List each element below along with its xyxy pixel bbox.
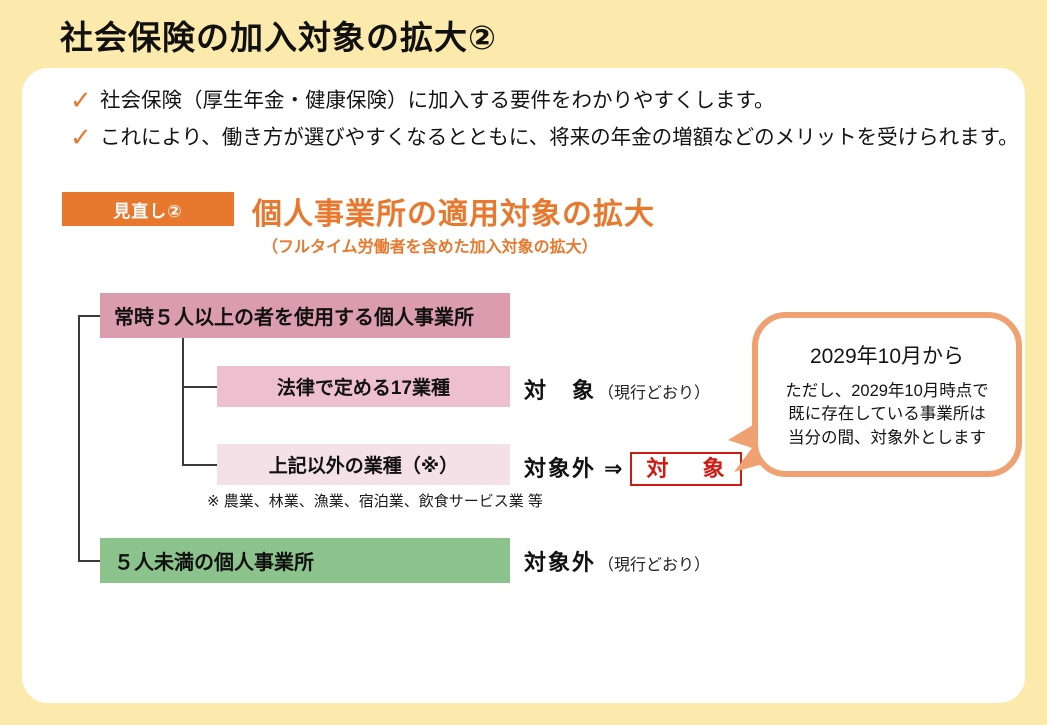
section-title: 個人事業所の適用対象の拡大 (252, 198, 655, 231)
status-badge: 見直し② (62, 192, 234, 226)
diagram-box-label: 上記以外の業種（※） (268, 456, 459, 477)
diagram-box-other-industries: 上記以外の業種（※） (217, 444, 510, 485)
result-fewer-than-five: 対象外 （現行どおり） (524, 545, 710, 577)
result-highlight: 対 象 (630, 452, 743, 487)
result-strong: 対象外 (524, 550, 597, 575)
connector-line-main-vertical (78, 315, 80, 561)
check-icon: ✓ (70, 86, 92, 116)
connector-line-main-bottom (78, 560, 102, 562)
diagram-box-label: 法律で定める17業種 (276, 378, 451, 399)
connector-line-main-top (78, 315, 102, 317)
connector-line-sub-top (182, 386, 218, 388)
callout-line-3: 当分の間、対象外とします (788, 428, 986, 447)
diagram-box-label: ５人未満の個人事業所 (114, 552, 314, 574)
connector-line-sub-bottom (182, 464, 218, 466)
arrow-right-icon: ⇒ (604, 457, 623, 482)
title-tab (0, 0, 600, 68)
diagram-box-fewer-than-five: ５人未満の個人事業所 (100, 538, 510, 583)
callout-bubble: 2029年10月から ただし、2029年10月時点で 既に存在している事業所は … (752, 312, 1022, 477)
bullet-list: ✓ 社会保険（厚生年金・健康保険）に加入する要件をわかりやすくします。 ✓ これ… (70, 86, 1019, 160)
callout-body: ただし、2029年10月時点で 既に存在している事業所は 当分の間、対象外としま… (758, 380, 1016, 450)
result-other-industries: 対象外 ⇒ 対 象 (524, 451, 743, 487)
list-item: ✓ これにより、働き方が選びやすくなるとともに、将来の年金の増額などのメリットを… (70, 123, 1019, 153)
result-strong: 対 象 (524, 378, 597, 403)
bullet-text: 社会保険（厚生年金・健康保険）に加入する要件をわかりやすくします。 (100, 89, 775, 112)
callout-title: 2029年10月から (809, 345, 965, 368)
diagram-box-five-or-more: 常時５人以上の者を使用する個人事業所 (100, 293, 510, 338)
diagram-box-label: 常時５人以上の者を使用する個人事業所 (114, 307, 474, 329)
footnote: ※ 農業、林業、漁業、宿泊業、飲食サービス業 等 (207, 493, 543, 510)
connector-line-sub-vertical (182, 338, 184, 466)
bullet-text: これにより、働き方が選びやすくなるとともに、将来の年金の増額などのメリットを受け… (100, 126, 1019, 149)
result-note: （現行どおり） (598, 385, 711, 402)
result-note: （現行どおり） (598, 557, 711, 574)
page-title: 社会保険の加入対象の拡大② (60, 19, 497, 56)
callout-line-1: ただし、2029年10月時点で (785, 382, 989, 400)
callout-line-2: 既に存在している事業所は (788, 405, 986, 424)
check-icon: ✓ (70, 123, 92, 153)
result-17-industries: 対 象 （現行どおり） (524, 373, 710, 405)
section-subtitle: （フルタイム労働者を含めた加入対象の拡大） (262, 239, 598, 256)
diagram-box-17-industries: 法律で定める17業種 (217, 366, 510, 407)
result-strong: 対象外 (524, 456, 597, 481)
list-item: ✓ 社会保険（厚生年金・健康保険）に加入する要件をわかりやすくします。 (70, 86, 1010, 116)
